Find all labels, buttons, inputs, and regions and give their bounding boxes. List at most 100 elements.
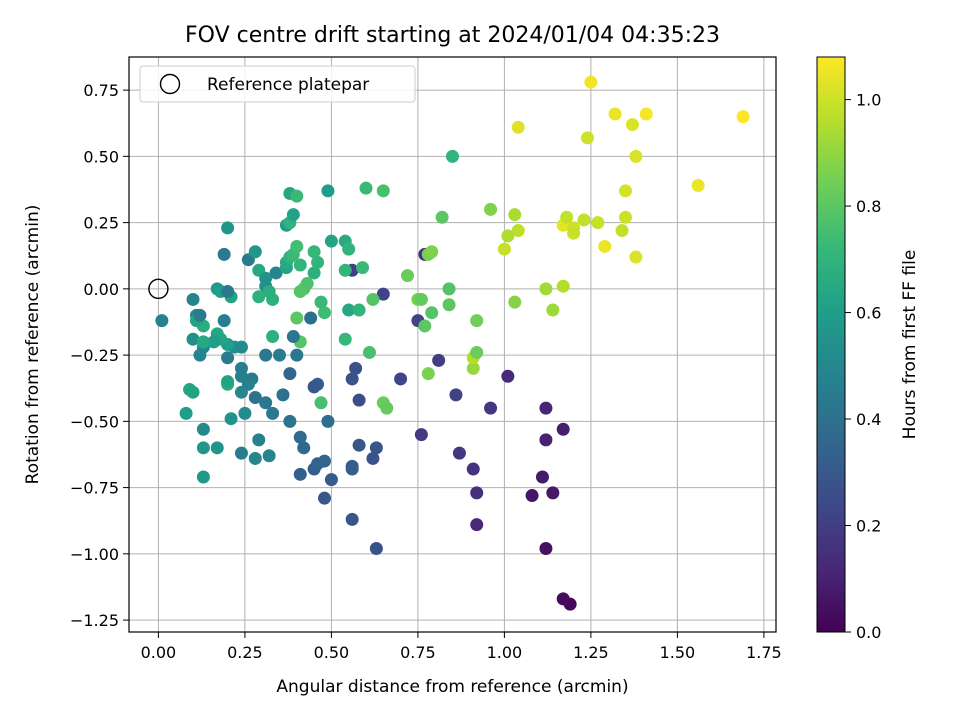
data-point — [269, 266, 283, 280]
data-point — [484, 202, 498, 216]
data-point — [286, 208, 300, 222]
data-point — [442, 282, 456, 296]
data-point — [266, 292, 280, 306]
data-point — [234, 385, 248, 399]
data-point — [352, 438, 366, 452]
data-point — [691, 179, 705, 193]
y-tick-label: −0.25 — [70, 346, 119, 365]
data-point — [567, 226, 581, 240]
data-point — [470, 518, 484, 532]
data-point — [501, 229, 515, 243]
data-point — [179, 406, 193, 420]
data-point — [356, 261, 370, 275]
colorbar: 0.0 0.2 0.4 0.6 0.8 1.0 Hours from first FF f… — [816, 56, 920, 642]
data-point — [497, 242, 511, 256]
data-point — [293, 430, 307, 444]
data-point — [425, 245, 439, 259]
data-point — [338, 332, 352, 346]
data-point — [580, 131, 594, 145]
data-point — [290, 189, 304, 203]
data-point — [196, 422, 210, 436]
data-point — [556, 279, 570, 293]
data-point — [324, 234, 338, 248]
data-point — [345, 512, 359, 526]
data-point — [501, 369, 515, 383]
x-axis-ticks: 0.00 0.25 0.50 0.75 1.00 1.25 1.50 1.75 — [141, 632, 782, 662]
data-point — [248, 245, 262, 259]
legend-label-reference-platepar: Reference platepar — [207, 75, 369, 95]
data-point — [248, 451, 262, 465]
data-point — [618, 184, 632, 198]
data-point — [307, 266, 321, 280]
data-point — [196, 470, 210, 484]
data-point — [625, 118, 639, 132]
data-point — [584, 75, 598, 89]
data-point — [217, 314, 231, 328]
data-point — [535, 470, 549, 484]
data-point — [591, 216, 605, 230]
data-point — [352, 393, 366, 407]
data-point — [196, 441, 210, 455]
data-point — [317, 491, 331, 505]
data-point — [221, 375, 235, 389]
data-point — [283, 367, 297, 381]
x-tick-label: 0.75 — [400, 643, 436, 662]
x-tick-label: 1.25 — [573, 643, 609, 662]
data-point — [618, 210, 632, 224]
x-tick-label: 1.50 — [660, 643, 696, 662]
plot-area-frame — [128, 56, 777, 633]
data-point — [155, 314, 169, 328]
y-tick-label: 0.75 — [83, 81, 119, 100]
data-point — [290, 348, 304, 362]
data-point — [286, 330, 300, 344]
data-point — [414, 428, 428, 442]
colorbar-label: Hours from first FF file — [900, 250, 920, 440]
data-point — [608, 107, 622, 121]
data-point — [290, 239, 304, 253]
data-point — [376, 184, 390, 198]
data-point — [539, 401, 553, 415]
data-point — [221, 221, 235, 235]
data-point — [342, 242, 356, 256]
chart-title: FOV centre drift starting at 2024/01/04 … — [185, 23, 720, 48]
colorbar-tick-label: 0.2 — [856, 517, 881, 536]
data-point — [317, 306, 331, 320]
data-point — [221, 285, 235, 299]
data-point — [293, 467, 307, 481]
data-point — [307, 380, 321, 394]
data-point — [615, 224, 629, 238]
data-point — [276, 388, 290, 402]
colorbar-gradient — [816, 56, 846, 633]
data-point — [470, 345, 484, 359]
data-point — [349, 361, 363, 375]
data-point — [248, 390, 262, 404]
data-point — [511, 224, 525, 238]
x-tick-label: 0.50 — [314, 643, 350, 662]
data-point — [539, 433, 553, 447]
data-point — [425, 306, 439, 320]
y-tick-label: −1.25 — [70, 611, 119, 630]
data-point — [342, 303, 356, 317]
data-point — [234, 361, 248, 375]
data-point — [317, 454, 331, 468]
data-point — [293, 258, 307, 272]
data-point — [369, 441, 383, 455]
data-point — [224, 412, 238, 426]
data-point — [414, 292, 428, 306]
data-point — [511, 120, 525, 134]
reference-platepar-legend-marker — [159, 73, 181, 95]
data-point — [359, 181, 373, 195]
colorbar-tick-label: 0.8 — [856, 197, 881, 216]
data-point — [418, 319, 432, 333]
data-point — [525, 489, 539, 503]
data-point — [560, 210, 574, 224]
data-point — [234, 446, 248, 460]
data-point — [307, 245, 321, 259]
data-point — [449, 388, 463, 402]
data-point — [238, 406, 252, 420]
data-point — [470, 486, 484, 500]
data-point — [186, 292, 200, 306]
data-point — [186, 385, 200, 399]
data-point — [369, 542, 383, 556]
